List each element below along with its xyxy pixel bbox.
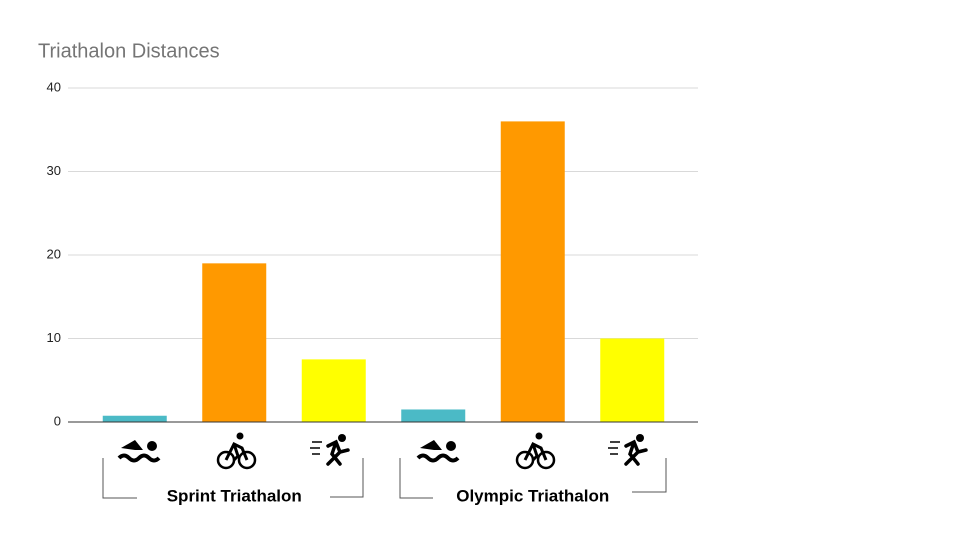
group-brackets: [102, 458, 667, 499]
run-icon: [606, 432, 648, 466]
run-icon: [308, 432, 350, 466]
bar: [500, 121, 565, 423]
bike-icon: [515, 431, 556, 470]
category-icons: [117, 431, 648, 470]
bracket: [102, 458, 364, 499]
chart-title: Triathalon Distances: [38, 40, 220, 62]
bike-icon: [216, 431, 257, 470]
bar: [202, 263, 267, 422]
bar: [401, 409, 466, 422]
bar: [301, 359, 366, 422]
y-tick-label: 20: [47, 246, 61, 261]
y-tick-label: 0: [54, 413, 61, 428]
group-label: Olympic Triathalon: [456, 486, 609, 505]
group-label: Sprint Triathalon: [167, 486, 302, 505]
y-tick-label: 40: [47, 79, 61, 94]
swim-icon: [416, 438, 460, 463]
swim-icon: [117, 438, 161, 463]
y-tick-label: 10: [47, 330, 61, 345]
y-tick-label: 30: [47, 163, 61, 178]
bar: [600, 338, 665, 422]
bar: [102, 415, 167, 422]
bracket: [399, 458, 667, 499]
